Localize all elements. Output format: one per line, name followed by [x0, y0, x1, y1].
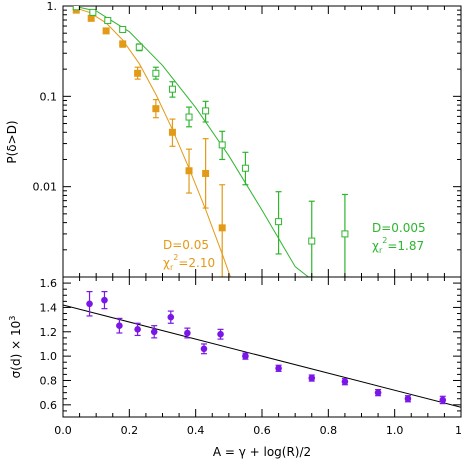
x-tick-label: 0.8 — [320, 424, 338, 437]
orange-data-point — [202, 169, 210, 177]
purple-data-point — [217, 330, 224, 338]
top-y-tick-label: 1. — [47, 0, 58, 13]
orange-data-point — [185, 167, 193, 175]
orange-fit-label-d: D=0.05 — [163, 238, 209, 252]
top-y-tick-label: 0.1 — [40, 90, 58, 103]
orange-fit-label-chi: χr2=2.10 — [163, 253, 215, 272]
green-data-point — [168, 85, 176, 93]
bottom-fit-line — [63, 304, 461, 408]
x-tick-label: 1.0 — [386, 424, 404, 437]
bottom-y-axis-label: σ(d) × 103 — [8, 316, 23, 379]
purple-data-point — [275, 365, 282, 372]
purple-data-point — [200, 345, 208, 353]
x-tick-label: 0.6 — [253, 424, 271, 437]
green-data-point — [341, 230, 349, 238]
purple-data-point — [134, 326, 141, 333]
green-data-point — [104, 17, 112, 25]
bottom-y-tick-label: 1.6 — [40, 277, 58, 290]
orange-data-point — [87, 14, 95, 22]
x-tick-label: 0.2 — [121, 424, 139, 437]
bottom-plot-frame — [62, 276, 462, 418]
green-data-point — [152, 69, 160, 77]
bottom-y-tick-label: 1.4 — [40, 301, 58, 314]
purple-data-point — [116, 322, 123, 329]
orange-data-point — [119, 40, 127, 48]
green-data-point — [89, 8, 97, 16]
bottom-y-tick-label: 0.6 — [40, 399, 58, 412]
bottom-y-tick-label: 1.0 — [40, 350, 58, 363]
orange-data-point — [102, 27, 110, 35]
bottom-y-tick-label: 1.2 — [40, 326, 58, 339]
top-y-tick-label: 0.01 — [33, 181, 58, 194]
orange-data-point — [134, 69, 142, 77]
purple-data-point — [167, 313, 175, 321]
x-axis-label: A = γ + log(R)/2 — [213, 445, 311, 459]
x-tick-label: 0.4 — [187, 424, 205, 437]
green-data-point — [218, 141, 226, 149]
purple-data-point — [242, 352, 249, 360]
green-data-point — [185, 113, 193, 121]
purple-data-point — [404, 395, 412, 403]
fit-curve-green — [72, 6, 309, 277]
bottom-y-tick-label: 0.8 — [40, 374, 58, 387]
purple-data-point — [101, 296, 108, 304]
fit-curve-orange — [72, 6, 248, 277]
green-data-point — [119, 25, 127, 33]
green-data-point — [241, 164, 249, 172]
x-tick-label: 0.0 — [54, 424, 72, 437]
purple-data-point — [150, 328, 158, 336]
green-fit-label-chi: χr2=1.87 — [372, 236, 424, 255]
purple-data-point — [308, 374, 316, 382]
top-y-axis-label: P(δ>D) — [5, 120, 19, 163]
orange-data-point — [152, 105, 160, 113]
purple-data-point — [184, 329, 191, 337]
green-data-point — [202, 107, 210, 115]
orange-data-point — [218, 224, 226, 232]
purple-data-point — [374, 389, 382, 396]
orange-data-point — [168, 128, 176, 136]
green-data-point — [72, 6, 80, 11]
purple-data-point — [86, 300, 93, 308]
purple-data-point — [341, 378, 349, 385]
top-panel: 1. 0.1 0.01 P(δ>D) D=0.05 χr2=2.10 D=0.005… — [5, 0, 462, 278]
green-data-point — [275, 218, 283, 226]
green-data-point — [135, 43, 143, 51]
green-data-point — [308, 237, 316, 245]
bottom-panel: 0.60.81.01.21.41.60.00.20.40.60.81.01.2 … — [8, 276, 463, 459]
purple-data-point — [439, 396, 447, 404]
green-fit-label-d: D=0.005 — [372, 221, 426, 235]
x-tick-label: 1.2 — [455, 424, 463, 437]
